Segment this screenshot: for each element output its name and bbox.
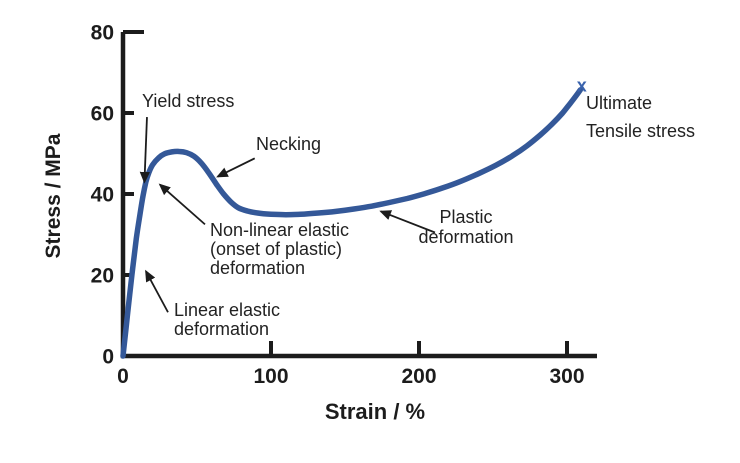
annotation-ultimate-tensile-stress: Ultimate Tensile stress	[586, 93, 696, 141]
x-tick-label: 200	[401, 365, 436, 388]
y-tick-label: 0	[102, 346, 114, 369]
y-tick-label: 60	[91, 103, 114, 126]
y-axis-title: Stress / MPa	[42, 133, 65, 259]
x-tick-label: 100	[253, 365, 288, 388]
annotation-arrow-yield-stress	[139, 117, 150, 184]
y-tick-label: 20	[91, 265, 114, 288]
annotation-nonlinear-elastic: Non-linear elastic (onset of plastic) de…	[210, 220, 350, 278]
x-tick-label: 0	[117, 365, 129, 388]
annotation-arrow-nonlinear-elastic	[158, 183, 206, 226]
annotation-arrow-necking	[216, 157, 256, 178]
x-axis-title: Strain / %	[324, 399, 426, 424]
y-tick-label: 40	[91, 184, 114, 207]
annotation-necking: Necking	[256, 134, 322, 154]
annotation-arrow-plastic-deformation	[379, 210, 436, 234]
annotation-yield-stress: Yield stress	[142, 91, 235, 111]
y-tick-label: 80	[91, 22, 114, 45]
stress-strain-curve	[120, 87, 584, 359]
ultimate-tensile-stress-marker: x	[577, 75, 587, 95]
annotation-plastic-deformation: Plastic deformation	[418, 207, 514, 247]
annotation-arrow-linear-elastic	[145, 269, 169, 313]
annotation-linear-elastic: Linear elastic deformation	[174, 300, 281, 339]
x-tick-label: 300	[549, 365, 584, 388]
